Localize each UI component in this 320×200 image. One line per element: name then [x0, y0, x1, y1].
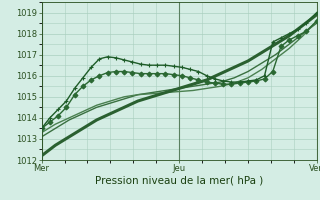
X-axis label: Pression niveau de la mer( hPa ): Pression niveau de la mer( hPa ): [95, 176, 263, 186]
